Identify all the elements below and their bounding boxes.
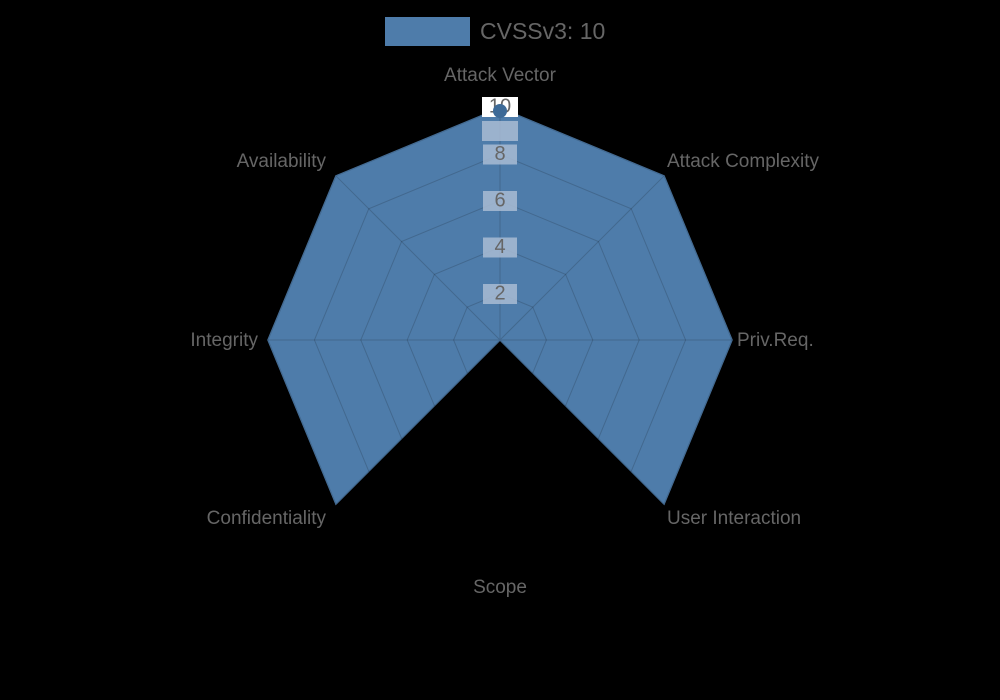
svg-text:4: 4	[494, 236, 505, 258]
svg-text:8: 8	[494, 143, 505, 165]
svg-text:Availability: Availability	[237, 151, 327, 172]
svg-text:User Interaction: User Interaction	[667, 508, 801, 529]
svg-text:Scope: Scope	[473, 577, 527, 598]
svg-text:6: 6	[494, 190, 505, 212]
svg-text:Integrity: Integrity	[190, 330, 258, 351]
svg-text:Priv.Req.: Priv.Req.	[737, 330, 814, 351]
svg-text:Confidentiality: Confidentiality	[207, 508, 327, 529]
svg-text:CVSSv3: 10: CVSSv3: 10	[480, 18, 605, 44]
svg-text:Attack Vector: Attack Vector	[444, 65, 557, 86]
svg-text:Attack Complexity: Attack Complexity	[667, 151, 820, 172]
svg-text:2: 2	[494, 283, 505, 305]
